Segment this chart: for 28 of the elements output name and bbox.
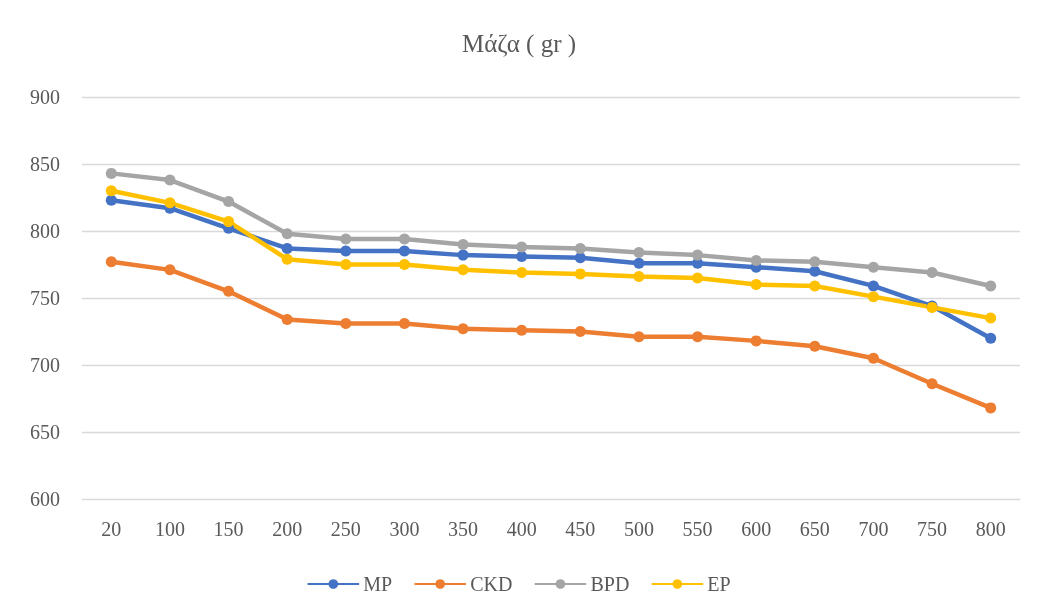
x-tick-label: 350 xyxy=(448,518,479,540)
legend-label: BPD xyxy=(590,573,630,595)
x-tick-label: 700 xyxy=(858,518,889,540)
x-tick-label: 400 xyxy=(506,518,537,540)
x-tick-label: 450 xyxy=(565,518,596,540)
x-tick-label: 20 xyxy=(101,518,122,540)
x-tick-label: 750 xyxy=(917,518,948,540)
legend-label: MP xyxy=(363,573,393,595)
x-tick-label: 200 xyxy=(272,518,303,540)
legend-label: EP xyxy=(707,573,731,595)
x-tick-label: 250 xyxy=(330,518,361,540)
x-tick-label: 300 xyxy=(389,518,420,540)
x-tick-label: 800 xyxy=(975,518,1006,540)
legend-label: CKD xyxy=(470,573,513,595)
y-tick-label: 900 xyxy=(30,86,60,108)
y-tick-label: 700 xyxy=(30,354,60,376)
y-tick-label: 800 xyxy=(30,220,60,242)
x-tick-label: 550 xyxy=(682,518,713,540)
x-tick-label: 100 xyxy=(154,518,185,540)
x-tick-label: 150 xyxy=(213,518,244,540)
y-tick-label: 750 xyxy=(30,287,60,309)
chart-title: Μάζα ( gr ) xyxy=(461,30,577,58)
y-tick-label: 600 xyxy=(30,488,60,510)
x-tick-label: 600 xyxy=(741,518,772,540)
x-tick-label: 500 xyxy=(623,518,654,540)
y-tick-label: 850 xyxy=(30,153,60,175)
y-tick-label: 650 xyxy=(30,421,60,443)
x-tick-label: 650 xyxy=(799,518,830,540)
